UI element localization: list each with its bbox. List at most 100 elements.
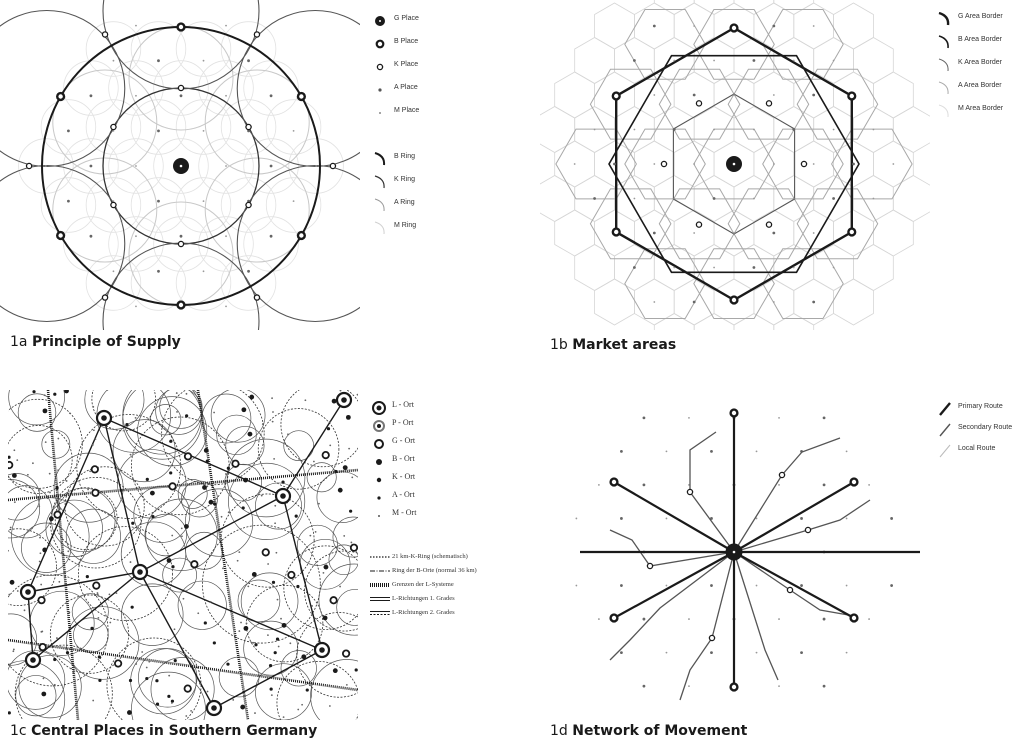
m-ort bbox=[57, 469, 60, 472]
l-ort-core bbox=[341, 397, 347, 403]
m-area-border bbox=[594, 2, 635, 50]
k-ring bbox=[14, 644, 113, 720]
l-ort-core bbox=[280, 493, 286, 499]
m-place bbox=[845, 584, 848, 587]
b-place bbox=[609, 477, 619, 487]
a-ort bbox=[169, 471, 173, 475]
legend-central-places: L - Ort P - Ort G - Ort B - Ort K - Ort … bbox=[370, 400, 530, 630]
a-area-border bbox=[796, 68, 879, 140]
m-ort bbox=[94, 438, 97, 441]
ring bbox=[198, 138, 254, 194]
m-ort bbox=[26, 473, 29, 476]
m-place bbox=[225, 94, 227, 97]
m-ort bbox=[72, 671, 75, 674]
m-ort bbox=[185, 392, 188, 395]
caption-1a: 1a Principle of Supply bbox=[10, 334, 181, 350]
l-ort-core bbox=[30, 657, 36, 663]
m-place bbox=[832, 59, 835, 62]
k-ort bbox=[247, 431, 253, 437]
l-direction bbox=[139, 571, 323, 651]
k-ring bbox=[8, 425, 73, 494]
m-ort bbox=[322, 571, 325, 574]
ring bbox=[85, 21, 142, 77]
a-ort bbox=[271, 580, 276, 584]
a-place bbox=[812, 300, 816, 304]
m-ort bbox=[42, 677, 45, 680]
a-ort bbox=[254, 643, 258, 647]
legend-label: G - Ort bbox=[392, 436, 416, 445]
m-ort bbox=[39, 536, 41, 539]
l-ort-core bbox=[25, 589, 31, 595]
m-ort bbox=[70, 667, 73, 670]
m-ort bbox=[65, 480, 68, 482]
m-ort bbox=[328, 705, 331, 707]
a-ort bbox=[173, 658, 177, 663]
m-ort bbox=[287, 433, 289, 436]
central-places-map bbox=[8, 390, 358, 720]
m-ort bbox=[227, 511, 230, 514]
m-place bbox=[202, 59, 205, 62]
m-area-border bbox=[773, 0, 815, 15]
caption-number: 1a bbox=[10, 334, 28, 350]
m-place bbox=[112, 59, 115, 62]
m-area-border bbox=[733, 313, 775, 330]
ring bbox=[316, 471, 358, 523]
ring bbox=[310, 659, 358, 720]
m-ort bbox=[244, 695, 246, 698]
legend-label: K Area Border bbox=[958, 59, 1002, 66]
l-system-border bbox=[8, 468, 358, 502]
a-place bbox=[890, 517, 894, 520]
a-place bbox=[633, 266, 636, 269]
k-place bbox=[778, 471, 786, 479]
k-ort bbox=[42, 547, 48, 553]
m-place bbox=[45, 165, 47, 167]
ring bbox=[102, 0, 260, 90]
m-area-border bbox=[693, 0, 735, 15]
m-place bbox=[225, 305, 227, 308]
m-place bbox=[135, 235, 137, 238]
g-ort bbox=[53, 510, 62, 519]
ring bbox=[204, 69, 310, 175]
a-area-border bbox=[831, 128, 913, 200]
m-ort bbox=[53, 683, 56, 686]
ring bbox=[216, 414, 257, 456]
ring bbox=[52, 157, 158, 263]
a-place bbox=[852, 162, 855, 166]
a-ort bbox=[268, 664, 273, 668]
m-ort bbox=[37, 489, 40, 492]
m-place bbox=[812, 25, 815, 27]
m-ort bbox=[271, 397, 273, 400]
k-place bbox=[245, 201, 252, 209]
k-ort bbox=[11, 473, 17, 478]
m-ort bbox=[43, 394, 46, 397]
m-ort bbox=[12, 650, 15, 653]
ring bbox=[11, 497, 90, 576]
m-area-border bbox=[892, 175, 930, 222]
m-place bbox=[633, 128, 636, 131]
g-ort bbox=[91, 488, 100, 497]
k-ring bbox=[130, 416, 230, 516]
primary-route bbox=[613, 551, 735, 619]
m-ort bbox=[32, 462, 34, 465]
m-ort bbox=[134, 416, 137, 419]
k-place bbox=[646, 562, 654, 570]
ring bbox=[8, 650, 66, 710]
a-place bbox=[157, 199, 160, 203]
k-place bbox=[253, 294, 261, 301]
a-place bbox=[710, 449, 713, 453]
a-place bbox=[822, 684, 826, 688]
legend-label: G Area Border bbox=[958, 13, 1003, 20]
a-ort bbox=[269, 687, 273, 691]
g-ort bbox=[190, 560, 199, 569]
ring bbox=[84, 390, 145, 430]
m-ort bbox=[267, 563, 270, 565]
m-ort bbox=[173, 628, 176, 631]
m-ort bbox=[247, 585, 250, 588]
m-ort bbox=[40, 583, 43, 586]
a-area-border bbox=[727, 188, 810, 260]
a-place bbox=[157, 59, 160, 63]
m-place bbox=[778, 416, 780, 419]
l-direction bbox=[282, 399, 345, 497]
m-ort bbox=[106, 390, 109, 391]
m-ort bbox=[91, 443, 94, 446]
